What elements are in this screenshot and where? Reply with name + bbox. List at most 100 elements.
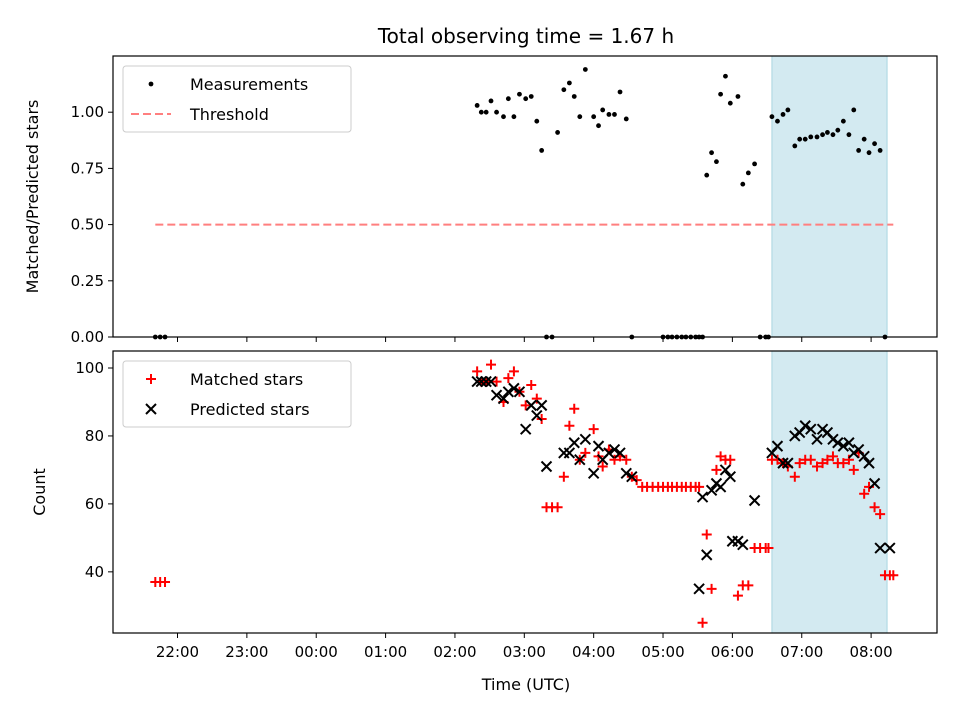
matched-star-point [580,447,591,458]
predicted-star-point [848,447,860,459]
predicted-star-point [471,375,483,388]
measurement-point [555,130,560,135]
predicted-star-point [843,437,855,449]
measurement-point [723,73,728,79]
predicted-star-point [540,460,553,473]
predicted-star-point [884,542,896,554]
matched-star-point [588,424,599,435]
predicted-star-point [782,457,794,469]
chart-title: Total observing time = 1.67 h [377,24,674,48]
x-tick-label: 08:00 [849,643,892,661]
matched-star-point [526,379,537,390]
matched-star-point [706,583,717,594]
legend-box [122,65,352,133]
measurement-point [752,161,757,167]
predicted-star-point [832,437,844,449]
measurement-point [825,130,830,135]
matched-star-point [827,451,838,462]
measurement-point [511,114,517,120]
measurement-point [792,143,798,149]
predicted-star-point [519,423,532,435]
predicted-star-point [748,494,761,507]
matched-star-point [472,366,483,377]
matched-star-point [822,454,833,465]
measurement-point [623,116,629,122]
y-tick-label: 1.00 [71,103,104,121]
highlight-span [771,350,888,634]
measurement-point [846,132,852,138]
legend-label: Measurements [190,75,308,94]
predicted-star-point [531,409,543,422]
measurement-point [866,150,872,156]
predicted-star-point [490,389,503,401]
predicted-star-point [497,392,510,405]
x-tick-label: 01:00 [364,643,407,661]
y-tick-label: 60 [85,495,104,513]
matched-star-point [536,413,547,424]
measurement-point [561,87,567,93]
y-tick-label: 0.00 [71,328,104,346]
measurement-point [718,91,723,97]
measurement-point [808,134,814,140]
measurement-point [769,114,775,120]
ratio-panel: 0.00 0.25 0.50 0.75 1.00 Matched/Predicted st… [23,55,938,346]
predicted-star-point [868,477,881,490]
predicted-star-point [771,440,784,452]
measurement-point [617,89,623,95]
predicted-star-point [696,491,709,503]
predicted-star-point [563,447,576,459]
predicted-star-point [513,386,526,398]
measurement-point [714,159,719,165]
legend: Measurements Threshold [122,65,352,133]
matched-star-point [875,509,886,520]
predicted-star-point [603,447,615,459]
predicted-star-point [827,433,839,446]
measurement-point [830,132,836,138]
axes-frame [112,55,938,338]
matched-star-point [711,464,722,475]
measurement-point [740,181,746,187]
axes-frame [112,350,938,634]
matched-star-point [859,488,870,499]
predicted-star-point [574,454,586,466]
predicted-star-point [608,443,621,456]
legend-label: Matched stars [190,370,303,389]
predicted-star-point [732,535,744,547]
predicted-star-point [705,484,718,497]
matched-star-point [732,590,743,601]
matched-star-point [725,454,736,465]
data-series-group [152,67,894,340]
matched-star-point [508,366,519,377]
y-axis-label: Count [30,468,49,516]
predicted-star-point [719,464,732,476]
measurement-point [861,136,867,142]
measurement-point [797,136,803,142]
measurement-point [571,94,577,99]
matched-star-point [763,543,774,554]
x-tick-label: 05:00 [641,643,684,661]
measurement-point [523,96,529,102]
matched-star-point [491,376,502,387]
predicted-star-point [535,399,548,412]
matched-star-point [520,400,531,411]
x-axis-label: Time (UTC) [481,675,570,694]
y-tick-label: 0.25 [71,272,104,290]
matched-star-point [848,464,859,475]
measurement-point [704,172,710,178]
measurement-point [528,94,534,99]
x-tick-label: 04:00 [572,643,615,661]
predicted-star-point [858,450,870,463]
matched-star-point [789,471,800,482]
measurement-point [780,112,786,117]
predicted-star-point [592,440,605,452]
legend-marker-plus [146,374,156,384]
predicted-star-point [620,467,632,480]
matched-star-point [794,458,805,469]
matched-star-point [569,403,580,414]
predicted-star-point [626,471,638,483]
measurement-point [851,107,857,113]
predicted-star-point [508,382,520,395]
matched-star-point [888,570,899,581]
measurement-point [856,148,862,153]
